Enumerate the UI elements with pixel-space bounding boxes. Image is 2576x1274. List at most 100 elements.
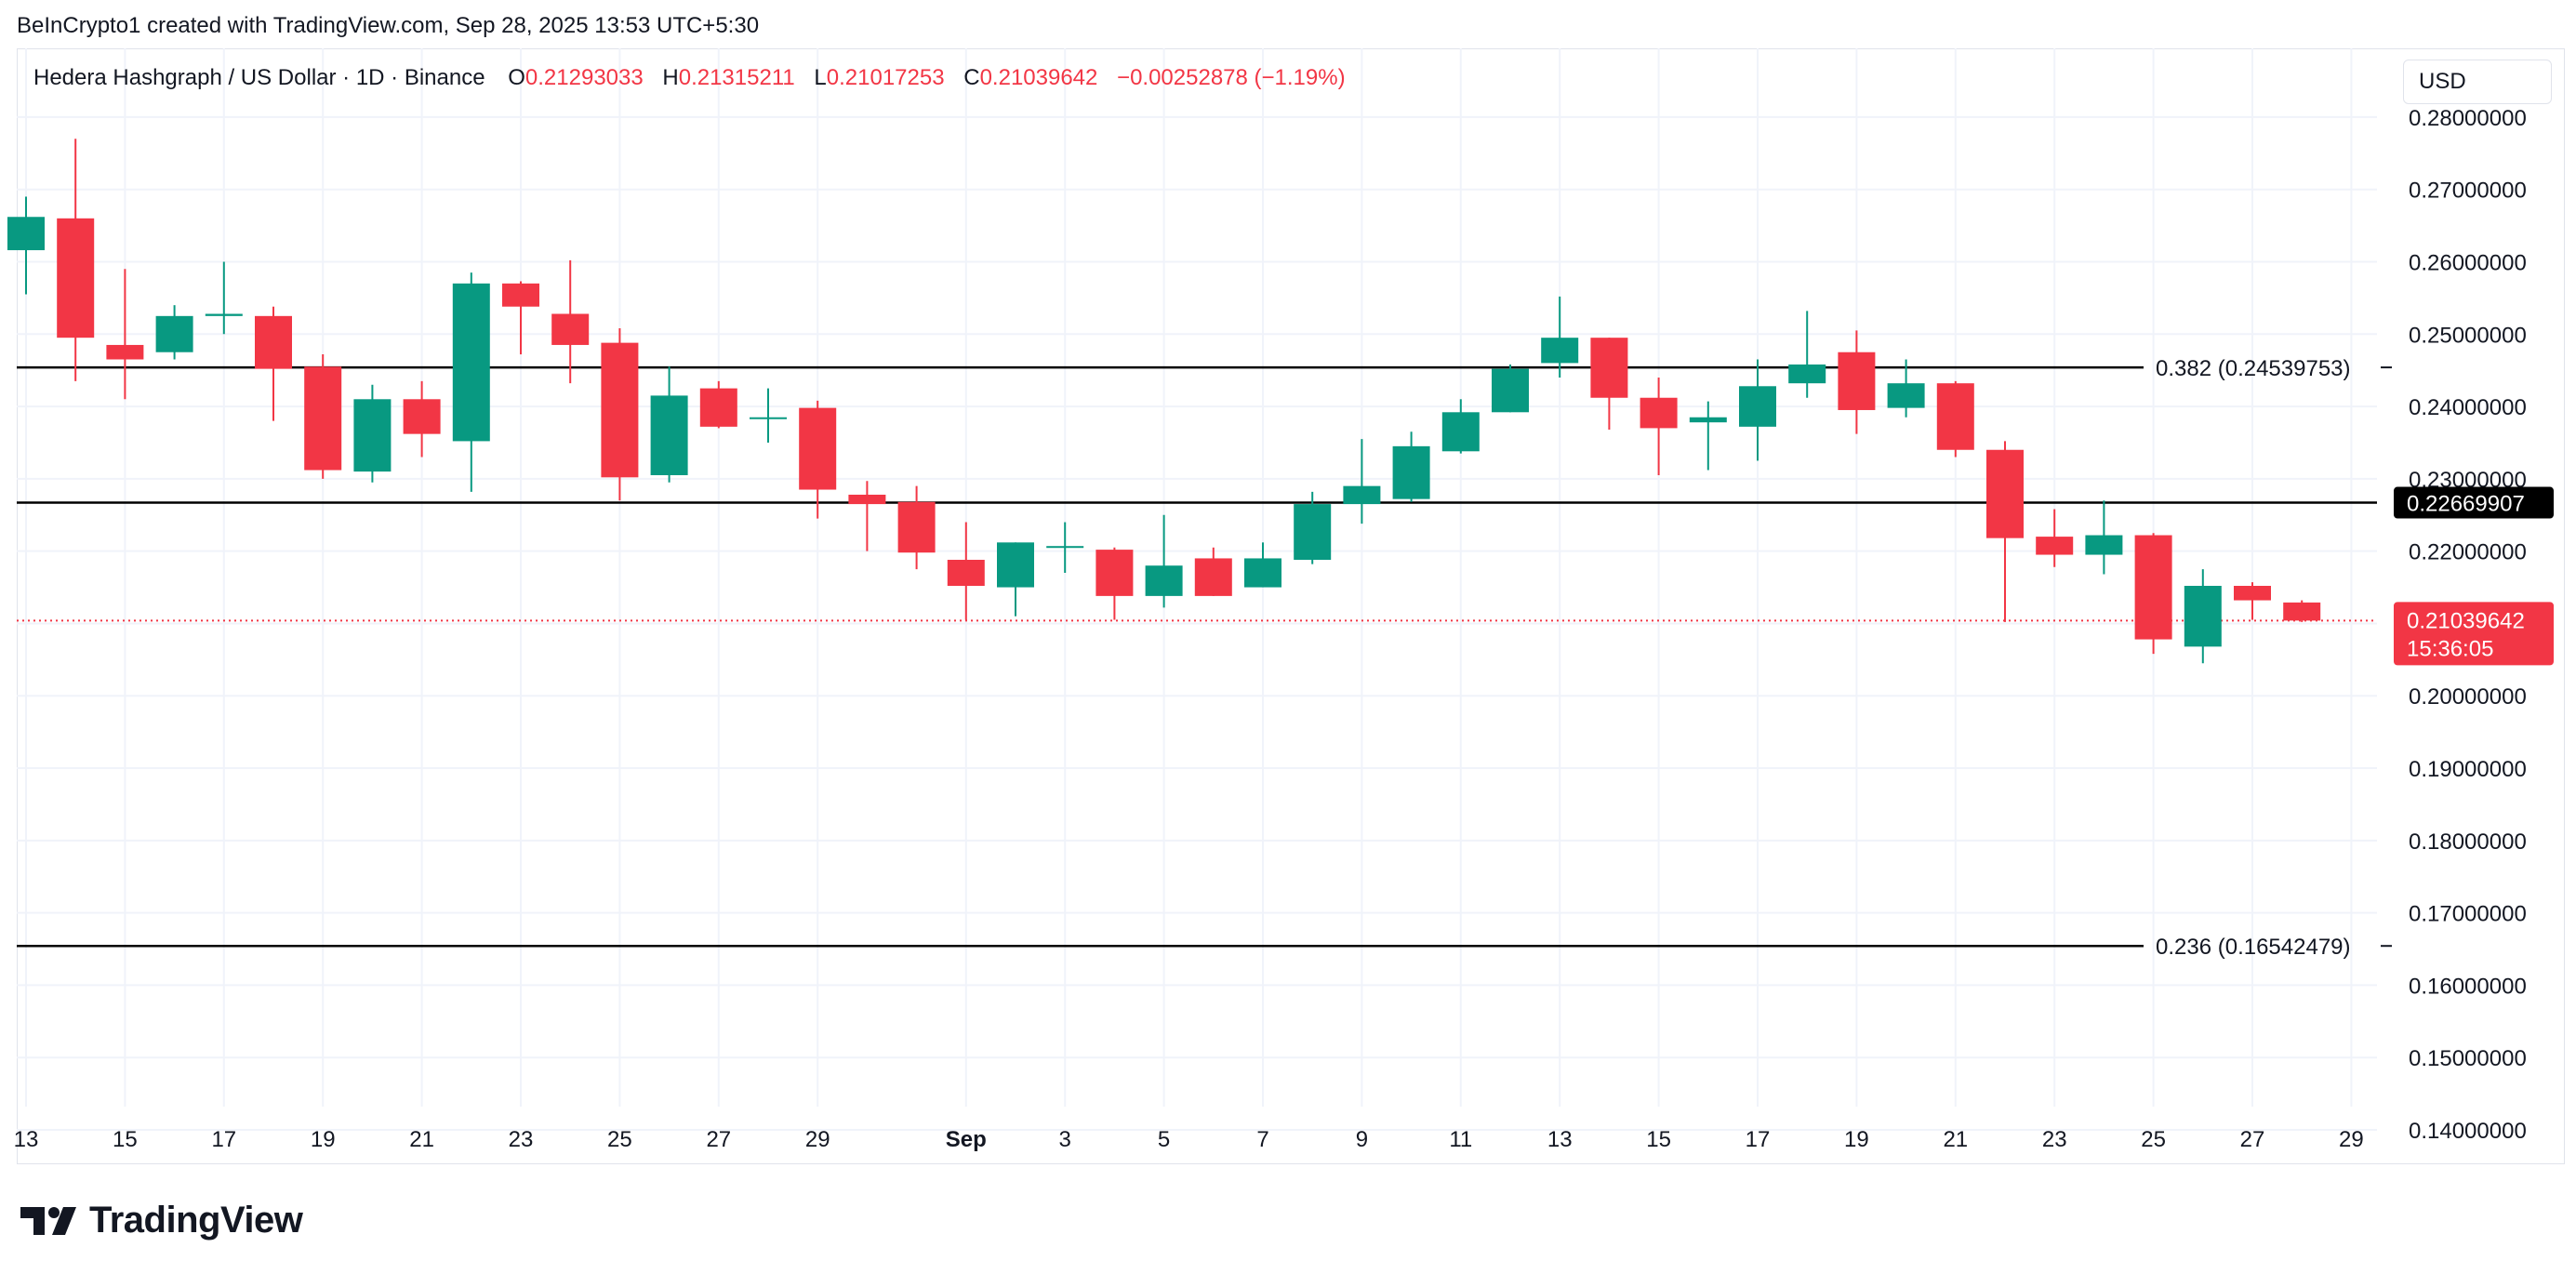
candle-body: [601, 342, 639, 478]
candle: [1887, 359, 1925, 418]
symbol-title: Hedera Hashgraph / US Dollar · 1D · Bina…: [33, 65, 485, 90]
y-tick-label: 0.27000000: [2409, 179, 2527, 204]
candle-body: [947, 559, 985, 586]
candle-body: [2036, 537, 2074, 555]
candle: [2184, 569, 2222, 664]
candle-body: [1392, 445, 1430, 499]
x-tick-label: 7: [1256, 1127, 1268, 1152]
candle-body: [1788, 364, 1826, 384]
low-value: 0.21017253: [826, 65, 945, 90]
candle: [57, 139, 95, 381]
candle-body: [452, 283, 490, 442]
candle-body: [997, 542, 1034, 588]
candle-body: [750, 417, 787, 419]
y-tick-label: 0.15000000: [2409, 1046, 2527, 1071]
fib-level-label: 0.236 (0.16542479): [2156, 935, 2351, 960]
change-value: −0.00252878 (−1.19%): [1117, 65, 1346, 90]
candle-body: [2085, 535, 2123, 555]
last-price-badge-bg: [2394, 602, 2554, 666]
last-price-badge: 0.21039642 15:36:05: [2394, 602, 2554, 666]
candle: [155, 305, 193, 360]
candle: [255, 306, 292, 421]
grid-lines: [17, 48, 2377, 1131]
y-tick-label: 0.22000000: [2409, 540, 2527, 565]
x-tick-label: 27: [2240, 1127, 2265, 1152]
candle: [1194, 547, 1232, 596]
high-label: H: [662, 65, 679, 90]
candle-body: [2234, 585, 2271, 601]
candle-body: [155, 315, 193, 352]
candle: [1640, 377, 1678, 475]
candle-body: [205, 313, 243, 316]
candle-body: [1492, 368, 1529, 413]
candle-body: [106, 344, 144, 360]
candle-body: [1145, 565, 1183, 596]
chart-frame: [17, 48, 2565, 1164]
support-price-badge: 0.22669907: [2394, 486, 2554, 519]
y-tick-label: 0.19000000: [2409, 757, 2527, 782]
candle: [2134, 533, 2172, 655]
candle: [304, 354, 342, 479]
candle: [1244, 542, 1281, 588]
candle: [353, 384, 392, 483]
candle-body: [799, 407, 837, 490]
x-tick-label: 23: [2042, 1127, 2067, 1152]
open-value: 0.21293033: [524, 65, 644, 90]
candle: [7, 196, 45, 295]
candle: [1986, 441, 2024, 622]
y-tick-label: 0.20000000: [2409, 684, 2527, 710]
support-price-badge-text: 0.22669907: [2407, 492, 2525, 517]
candle: [1739, 359, 1776, 461]
open-label: O: [508, 65, 525, 90]
y-tick-label: 0.25000000: [2409, 323, 2527, 348]
x-tick-label: 15: [113, 1127, 138, 1152]
candle: [502, 281, 539, 355]
candle-body: [1986, 449, 2024, 538]
candle-body: [1441, 412, 1480, 452]
candle-body: [1343, 485, 1381, 505]
horizontal-levels: 0.382 (0.24539753) 0.236 (0.16542479): [17, 356, 2392, 960]
candle-body: [304, 366, 342, 471]
candles: [7, 139, 2321, 664]
candle-body: [1294, 504, 1332, 560]
candle: [1441, 399, 1480, 454]
candle-body: [1838, 352, 1876, 410]
candle-body: [1194, 558, 1232, 596]
x-tick-label: 5: [1158, 1127, 1170, 1152]
y-tick-label: 0.18000000: [2409, 829, 2527, 855]
symbol-legend: Hedera Hashgraph / US Dollar · 1D · Bina…: [33, 65, 1359, 91]
candle-body: [848, 494, 886, 505]
candle: [799, 400, 837, 519]
candle: [1145, 514, 1183, 608]
candle: [601, 328, 639, 501]
candle-body: [7, 217, 45, 251]
x-tick-label: 29: [2339, 1127, 2364, 1152]
candle-body: [2184, 585, 2222, 647]
tradingview-logo[interactable]: TradingView: [20, 1200, 303, 1241]
currency-button[interactable]: USD: [2403, 60, 2552, 104]
candle-body: [650, 395, 688, 475]
close-value: 0.21039642: [979, 65, 1098, 90]
tradingview-logo-text: TradingView: [89, 1200, 303, 1241]
candle: [650, 366, 688, 483]
x-tick-label: 25: [2141, 1127, 2166, 1152]
x-tick-label: 9: [1356, 1127, 1368, 1152]
candle: [1492, 364, 1529, 413]
candle-body: [502, 283, 539, 307]
candle: [403, 380, 441, 458]
candle: [2085, 500, 2123, 575]
candle-body: [1590, 338, 1628, 398]
last-price-value: 0.21039642: [2407, 608, 2525, 633]
candle: [106, 269, 144, 400]
candle-body: [1640, 397, 1678, 429]
candle: [1294, 491, 1332, 564]
candle: [205, 261, 243, 335]
candle-body: [1244, 558, 1281, 588]
candle: [897, 485, 936, 570]
y-tick-label: 0.16000000: [2409, 974, 2527, 999]
price-badges: 0.22669907 0.21039642 15:36:05: [2394, 486, 2554, 666]
candle-body: [57, 218, 95, 338]
x-tick-label: 27: [706, 1127, 731, 1152]
candle-body: [1936, 383, 1974, 450]
